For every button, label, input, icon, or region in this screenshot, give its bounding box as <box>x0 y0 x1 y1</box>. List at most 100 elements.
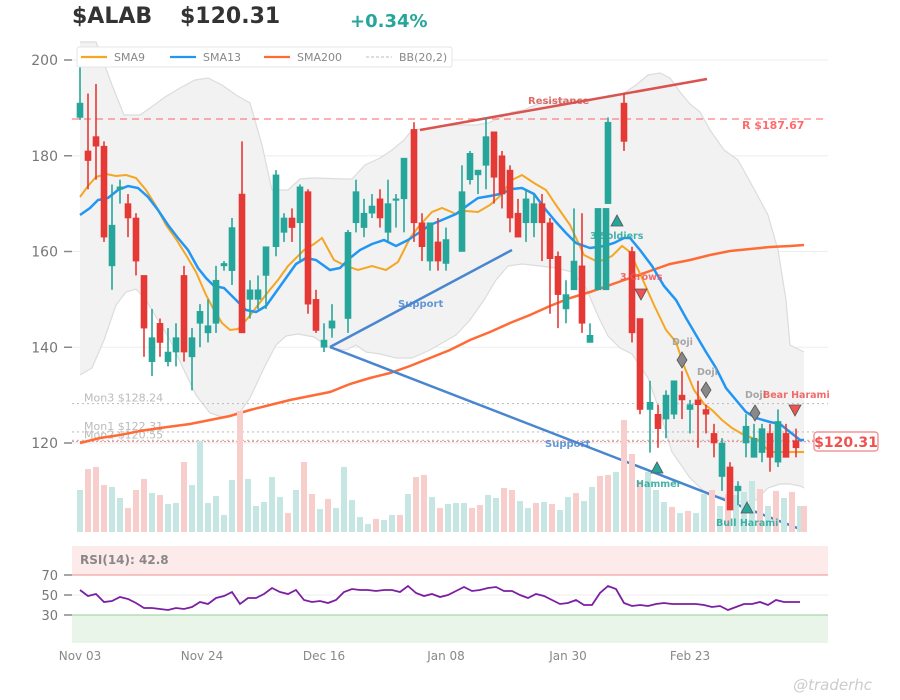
volume-bar <box>165 504 171 532</box>
volume-bar <box>149 493 155 532</box>
price-tick-label: 200 <box>31 53 58 69</box>
candle-body-up <box>196 311 204 324</box>
candle-body-down <box>678 394 686 401</box>
price-tick-label: 120 <box>31 436 58 452</box>
candle-body-up <box>172 337 180 353</box>
bear-triangle-icon <box>788 404 802 417</box>
chart-legend: SMA9 SMA13 SMA200 BB(20,2) <box>76 46 453 68</box>
rsi-panel: 70 50 30 RSI(14): 42.8 <box>41 546 828 643</box>
volume-bar <box>557 510 563 532</box>
candle-body-down <box>506 169 514 219</box>
candle-body-up <box>646 402 654 410</box>
volume-bar <box>229 480 235 532</box>
candle-body-up <box>570 260 578 291</box>
candle-body-up <box>212 279 220 324</box>
candle-body-down <box>312 299 320 331</box>
volume-bar <box>573 493 579 532</box>
candle-body-down <box>288 217 296 228</box>
candle-body-down <box>694 399 702 406</box>
support-trendline-upper <box>329 248 513 349</box>
volume-bar <box>77 490 83 532</box>
doji-diamond-icon <box>676 351 688 369</box>
volume-bar <box>677 513 683 532</box>
volume-bar <box>333 508 339 532</box>
resistance-level-label: R $187.67 <box>742 119 804 132</box>
pattern-label: Doji <box>745 390 766 401</box>
candle-body-up <box>602 208 610 291</box>
volume-bar <box>533 503 539 532</box>
price-tag-text: $120.31 <box>814 435 878 451</box>
candle-body-down <box>782 433 790 458</box>
candle-body-down <box>546 222 554 259</box>
rsi-label: RSI(14): 42.8 <box>80 553 169 567</box>
volume-bar <box>317 509 323 532</box>
volume-bar <box>421 475 427 532</box>
candle-body-up <box>442 239 450 264</box>
legend-label-bb202: BB(20,2) <box>399 51 447 64</box>
volume-bar <box>725 494 731 532</box>
candle-body-down <box>514 212 522 238</box>
candle-body-down <box>84 150 92 161</box>
candle-body-down <box>434 241 442 262</box>
candle-body-up <box>296 186 304 224</box>
candle-body-up <box>246 289 254 300</box>
candle-body-up <box>662 394 670 420</box>
volume-bar <box>181 462 187 532</box>
candle-body-up <box>262 246 270 276</box>
volume-bar <box>581 501 587 532</box>
pattern-label: 3 Soldiers <box>590 231 644 242</box>
candle-body-up <box>734 485 742 492</box>
volume-bar <box>669 507 675 532</box>
candle-body-up <box>76 102 84 118</box>
volume-bar <box>309 494 315 532</box>
volume-bar <box>445 504 451 532</box>
candle-body-up <box>272 174 280 248</box>
volume-bar <box>629 454 635 532</box>
trendline-label: Support <box>545 439 590 450</box>
candle-body-up <box>530 203 538 224</box>
volume-bar <box>237 411 243 532</box>
volume-bar <box>797 506 803 532</box>
price-tick-label: 180 <box>31 149 58 165</box>
volume-bar <box>661 502 667 532</box>
volume-bar <box>381 520 387 532</box>
pattern-label: Hammer <box>636 479 682 490</box>
watermark: @traderhc <box>793 676 872 694</box>
rsi-tick-label: 50 <box>41 589 58 604</box>
bollinger-upper <box>80 41 805 353</box>
volume-bar <box>397 515 403 532</box>
candle-body-up <box>384 203 392 233</box>
volume-bar <box>189 485 195 532</box>
candle-body-down <box>636 318 644 410</box>
candle-body-down <box>766 433 774 458</box>
price-tick-label: 160 <box>31 245 58 261</box>
volume-bar <box>373 519 379 532</box>
candle-body-down <box>124 203 132 219</box>
volume-bar <box>205 503 211 532</box>
legend-label-sma9: SMA9 <box>114 51 145 64</box>
volume-bar <box>637 481 643 532</box>
volume-bar <box>461 503 467 532</box>
candle-body-down <box>702 409 710 415</box>
pattern-label: Doji <box>672 337 693 348</box>
candle-body-down <box>792 440 800 449</box>
candle-body-down <box>304 191 312 305</box>
volume-bar <box>749 481 755 532</box>
volume-bar <box>693 513 699 532</box>
candle-body-down <box>554 255 562 295</box>
candle-body-down <box>156 323 164 343</box>
legend-label-sma13: SMA13 <box>203 51 241 64</box>
candle-body-up <box>320 339 328 348</box>
volume-bar <box>597 476 603 532</box>
volume-bar <box>453 503 459 532</box>
candle-body-up <box>458 191 466 252</box>
volume-bar <box>293 490 299 532</box>
volume-bar <box>565 497 571 532</box>
candle-body-up <box>188 337 196 358</box>
volume-bar <box>653 490 659 532</box>
candle-body-down <box>710 433 718 444</box>
volume-bar <box>253 506 259 532</box>
volume-bar <box>549 504 555 532</box>
ticker-symbol: $ALAB <box>72 4 153 29</box>
volume-bar <box>685 511 691 532</box>
